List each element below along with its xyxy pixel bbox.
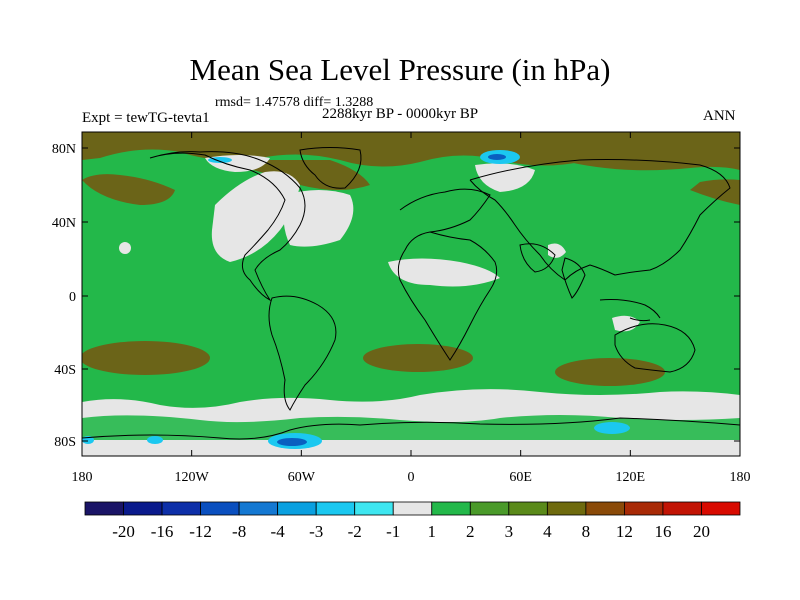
scandinavia-neutral [475,163,535,192]
south-pacific-high [82,341,210,375]
period-text: 2288kyr BP - 0000kyr BP [322,106,479,122]
colorbar-swatch [392,501,433,516]
colorbar-labels: -20 -16 -12 -8 -4 -3 -2 -1 1 2 3 4 8 12 16 20 [112,522,710,541]
season-label: ANN [703,108,736,124]
lon-label: 60E [509,470,532,485]
colorbar-label: -8 [232,522,246,541]
lon-label: 180 [730,470,751,485]
lat-label: 40N [52,216,76,231]
north-pacific-high [82,174,175,205]
south-atlantic-high [363,344,473,372]
map-field [82,132,750,456]
lon-label: 120W [175,470,210,485]
lat-label: 0 [69,290,76,305]
colorbar [84,501,741,516]
colorbar-swatch [508,501,548,516]
east-pacific-high [690,179,740,205]
colorbar-swatch [315,501,356,516]
siberian-high [560,150,740,171]
lat-label: 40S [54,363,76,378]
colorbar-swatch [354,501,394,516]
colorbar-swatch [200,501,240,516]
colorbar-label: -2 [348,522,362,541]
colorbar-swatch [161,501,201,516]
pacific-speckle [119,242,131,254]
colorbar-label: -16 [151,522,174,541]
colorbar-label: -12 [189,522,212,541]
colorbar-label: 12 [616,522,633,541]
colorbar-label: 16 [654,522,671,541]
arabia-neutral [548,243,566,258]
east-speckle [740,415,750,425]
colorbar-swatch [662,501,702,516]
colorbar-label: 4 [543,522,552,541]
colorbar-label: -3 [309,522,323,541]
lat-label: 80S [54,435,76,450]
latitude-axis: 80N 40N 0 40S 80S [52,142,740,450]
colorbar-swatch [123,501,163,516]
lon-label: 120E [616,470,646,485]
colorbar-swatch [84,501,124,516]
colorbar-label: -1 [386,522,400,541]
colorbar-swatch [238,501,279,516]
lat-label: 80N [52,142,76,157]
colorbar-label: 8 [582,522,591,541]
lon-label: 0 [408,470,415,485]
antarctic-positive-band [82,415,740,440]
colorbar-label: 3 [505,522,514,541]
plot-title: Mean Sea Level Pressure (in hPa) [189,52,611,87]
colorbar-swatch [469,501,510,516]
colorbar-label: -20 [112,522,135,541]
colorbar-swatch [585,501,625,516]
barents-negative-core [488,154,506,160]
east-antarctic-negative [594,422,630,434]
north-america-neutral [211,171,300,262]
south-indian-high [555,358,665,386]
longitude-axis: 180 120W 60W 0 60E 120E 180 [72,132,751,485]
colorbar-swatch [431,501,471,516]
ross-negative [147,436,163,444]
sahara-neutral [388,258,500,287]
colorbar-swatch [701,501,741,516]
colorbar-swatch [277,501,317,516]
colorbar-swatch [624,501,664,516]
antarctic-interior [82,440,740,456]
north-atlantic-neutral [283,190,354,247]
experiment-label: Expt = tewTG-tevta1 [82,110,210,126]
indonesia-neutral [612,315,640,332]
colorbar-label: 1 [428,522,437,541]
colorbar-swatch [546,501,587,516]
colorbar-label: 2 [466,522,475,541]
lon-label: 60W [288,470,316,485]
colorbar-label: 20 [693,522,710,541]
lon-label: 180 [72,470,93,485]
weddell-negative-core [277,438,307,446]
stats-text: rmsd= 1.47578 diff= 1.3288 [215,95,374,110]
arctic-canada-negative [208,157,232,163]
coastlines [82,147,740,440]
colorbar-label: -4 [271,522,286,541]
